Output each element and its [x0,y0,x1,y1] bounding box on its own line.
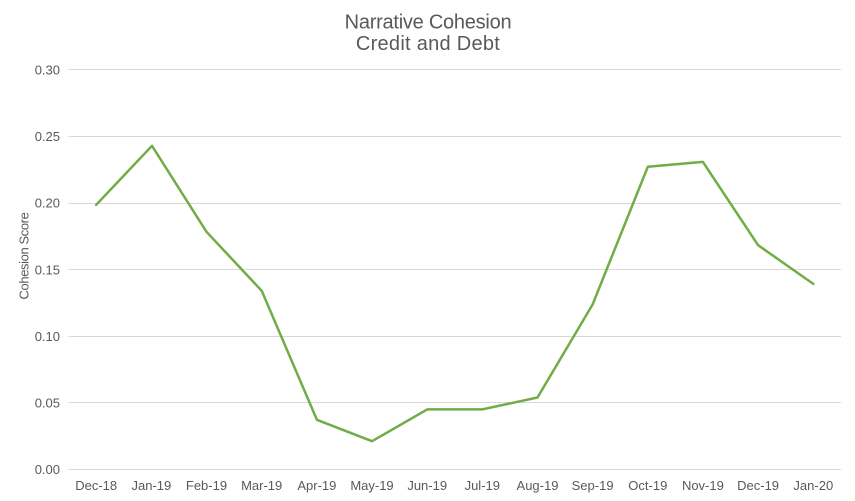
svg-text:0.25: 0.25 [35,129,60,144]
svg-text:Jan-20: Jan-20 [793,478,833,493]
svg-text:0.10: 0.10 [35,329,60,344]
svg-text:Feb-19: Feb-19 [186,478,227,493]
svg-text:Aug-19: Aug-19 [517,478,559,493]
svg-text:Dec-18: Dec-18 [75,478,117,493]
svg-text:Oct-19: Oct-19 [628,478,667,493]
svg-text:0.30: 0.30 [35,62,60,77]
svg-text:Apr-19: Apr-19 [297,478,336,493]
svg-text:0.15: 0.15 [35,262,60,277]
svg-text:Mar-19: Mar-19 [241,478,282,493]
svg-text:0.05: 0.05 [35,396,60,411]
svg-text:May-19: May-19 [350,478,393,493]
svg-text:Credit and Debt: Credit and Debt [356,33,500,55]
svg-text:0.20: 0.20 [35,196,60,211]
svg-text:Dec-19: Dec-19 [737,478,779,493]
svg-text:Nov-19: Nov-19 [682,478,724,493]
svg-text:Narrative Cohesion: Narrative Cohesion [345,12,512,34]
svg-text:Jul-19: Jul-19 [465,478,500,493]
svg-text:0.00: 0.00 [35,462,60,477]
svg-text:Sep-19: Sep-19 [572,478,614,493]
svg-text:Jan-19: Jan-19 [132,478,172,493]
svg-text:Jun-19: Jun-19 [407,478,447,493]
svg-text:Cohesion Score: Cohesion Score [17,212,32,299]
